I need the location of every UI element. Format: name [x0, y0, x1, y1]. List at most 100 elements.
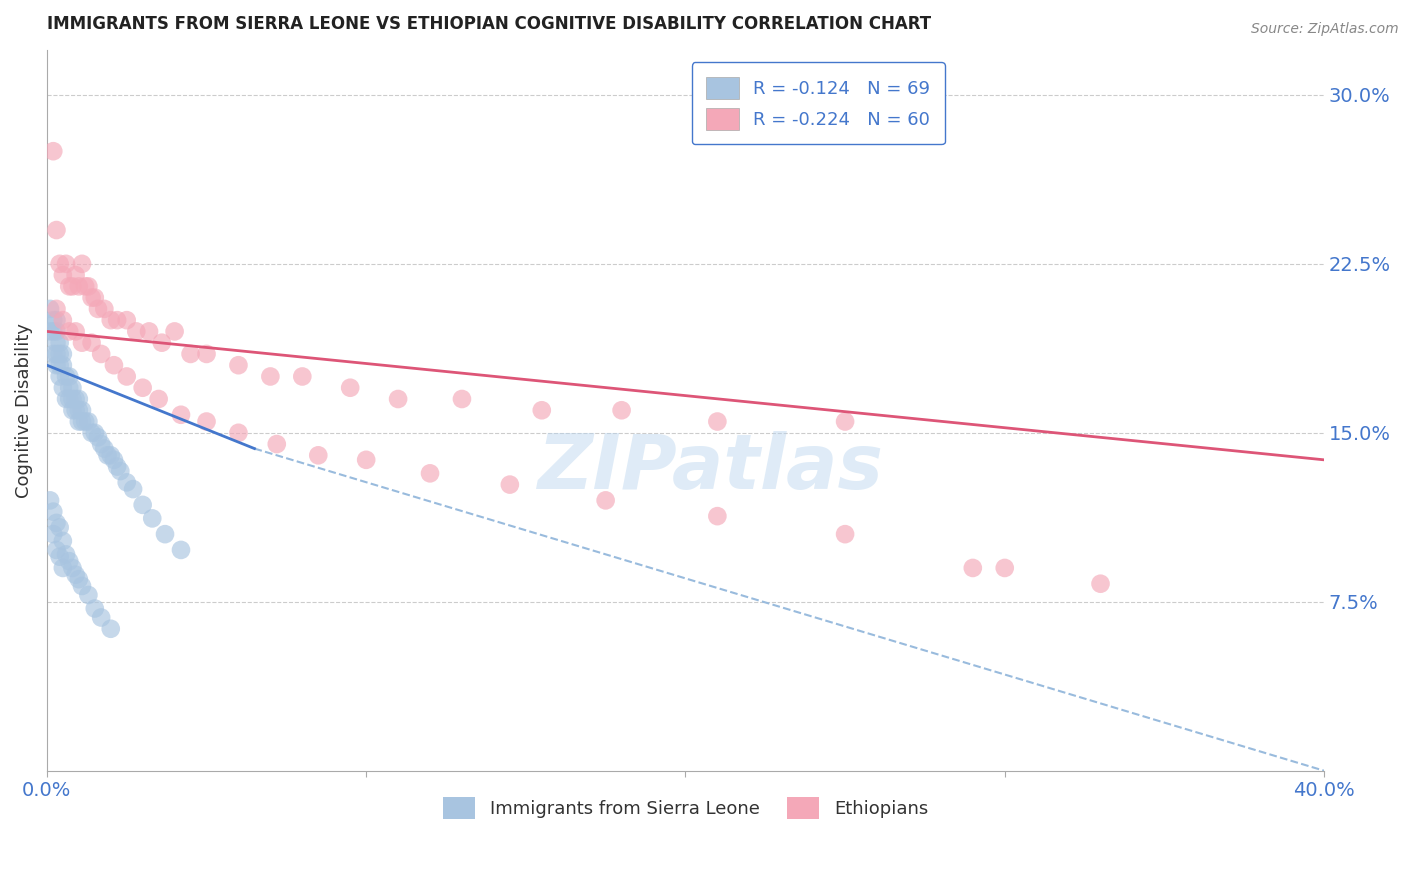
- Point: [354, 452, 377, 467]
- Point: [228, 425, 250, 440]
- Point: [39, 325, 62, 339]
- Point: [148, 392, 170, 406]
- Point: [180, 347, 202, 361]
- Point: [105, 459, 128, 474]
- Point: [170, 543, 193, 558]
- Point: [55, 369, 77, 384]
- Point: [103, 358, 125, 372]
- Point: [48, 358, 70, 372]
- Point: [42, 347, 65, 361]
- Point: [42, 527, 65, 541]
- Point: [52, 313, 75, 327]
- Point: [834, 527, 856, 541]
- Point: [610, 403, 633, 417]
- Point: [42, 313, 65, 327]
- Point: [58, 392, 80, 406]
- Point: [65, 403, 87, 417]
- Point: [42, 325, 65, 339]
- Point: [150, 335, 173, 350]
- Point: [48, 257, 70, 271]
- Point: [90, 347, 112, 361]
- Point: [266, 437, 288, 451]
- Point: [259, 369, 281, 384]
- Point: [45, 301, 67, 316]
- Point: [65, 325, 87, 339]
- Point: [39, 493, 62, 508]
- Point: [451, 392, 474, 406]
- Point: [153, 527, 176, 541]
- Point: [62, 279, 84, 293]
- Point: [62, 381, 84, 395]
- Point: [65, 392, 87, 406]
- Point: [103, 452, 125, 467]
- Point: [52, 561, 75, 575]
- Point: [45, 335, 67, 350]
- Point: [48, 369, 70, 384]
- Point: [90, 610, 112, 624]
- Point: [75, 415, 97, 429]
- Point: [39, 301, 62, 316]
- Point: [67, 572, 90, 586]
- Point: [110, 464, 132, 478]
- Point: [58, 369, 80, 384]
- Text: Source: ZipAtlas.com: Source: ZipAtlas.com: [1251, 22, 1399, 37]
- Point: [1090, 576, 1112, 591]
- Point: [45, 347, 67, 361]
- Point: [45, 358, 67, 372]
- Point: [87, 301, 110, 316]
- Point: [45, 543, 67, 558]
- Point: [70, 403, 93, 417]
- Point: [75, 279, 97, 293]
- Point: [93, 301, 115, 316]
- Point: [52, 358, 75, 372]
- Point: [163, 325, 186, 339]
- Point: [48, 347, 70, 361]
- Point: [48, 335, 70, 350]
- Point: [80, 335, 103, 350]
- Point: [307, 448, 329, 462]
- Point: [595, 493, 617, 508]
- Point: [195, 347, 218, 361]
- Point: [100, 622, 122, 636]
- Point: [70, 335, 93, 350]
- Point: [141, 511, 163, 525]
- Point: [87, 430, 110, 444]
- Point: [48, 549, 70, 564]
- Point: [83, 601, 105, 615]
- Point: [170, 408, 193, 422]
- Point: [67, 279, 90, 293]
- Point: [122, 482, 145, 496]
- Point: [67, 415, 90, 429]
- Point: [55, 257, 77, 271]
- Point: [105, 313, 128, 327]
- Point: [962, 561, 984, 575]
- Point: [70, 415, 93, 429]
- Point: [52, 533, 75, 548]
- Point: [65, 268, 87, 282]
- Point: [77, 415, 100, 429]
- Point: [115, 313, 138, 327]
- Point: [100, 448, 122, 462]
- Point: [499, 477, 522, 491]
- Point: [706, 415, 728, 429]
- Point: [58, 325, 80, 339]
- Point: [419, 467, 441, 481]
- Point: [62, 403, 84, 417]
- Point: [62, 561, 84, 575]
- Point: [125, 325, 148, 339]
- Point: [42, 145, 65, 159]
- Point: [77, 279, 100, 293]
- Point: [52, 347, 75, 361]
- Point: [339, 381, 361, 395]
- Point: [228, 358, 250, 372]
- Point: [131, 498, 153, 512]
- Point: [115, 475, 138, 490]
- Text: ZIPatlas: ZIPatlas: [538, 431, 884, 505]
- Point: [58, 554, 80, 568]
- Point: [58, 279, 80, 293]
- Point: [70, 257, 93, 271]
- Point: [195, 415, 218, 429]
- Point: [45, 516, 67, 530]
- Y-axis label: Cognitive Disability: Cognitive Disability: [15, 323, 32, 498]
- Point: [83, 291, 105, 305]
